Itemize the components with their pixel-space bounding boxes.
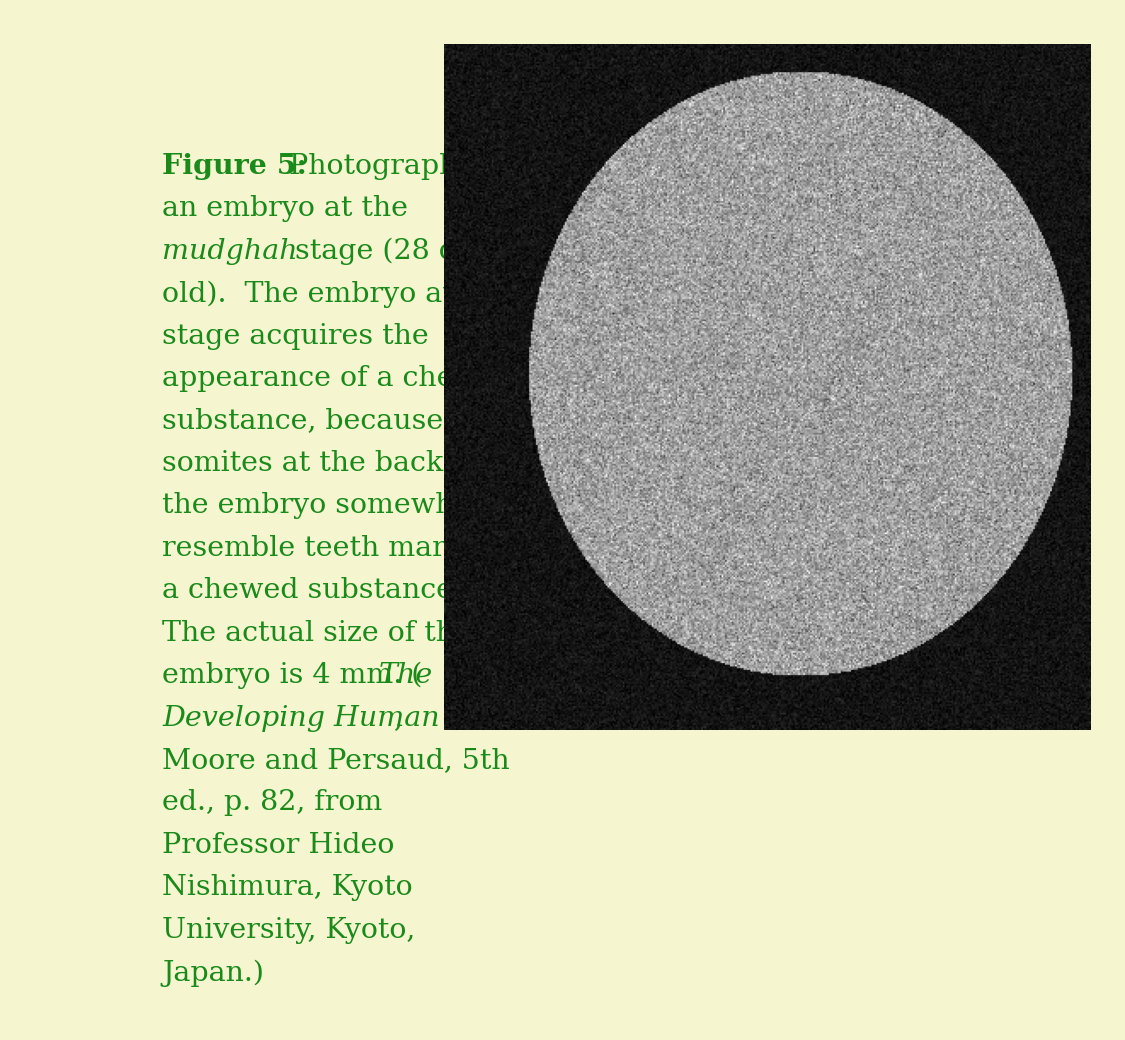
Text: embryo is 4 mm. (: embryo is 4 mm. (: [162, 662, 423, 690]
Text: University, Kyoto,: University, Kyoto,: [162, 917, 415, 943]
Text: ed., p. 82, from: ed., p. 82, from: [162, 789, 382, 816]
Text: Photograph of: Photograph of: [280, 153, 494, 180]
Text: The: The: [379, 662, 433, 690]
Text: Nishimura, Kyoto: Nishimura, Kyoto: [162, 875, 413, 902]
Text: somites at the back of: somites at the back of: [162, 450, 480, 477]
Text: a chewed substance.: a chewed substance.: [162, 577, 462, 604]
Text: the embryo somewhat: the embryo somewhat: [162, 492, 483, 519]
Text: resemble teeth marks in: resemble teeth marks in: [162, 535, 514, 562]
Text: ,: ,: [394, 704, 403, 731]
FancyBboxPatch shape: [485, 158, 987, 687]
Text: an embryo at the: an embryo at the: [162, 196, 408, 223]
Text: stage (28 days: stage (28 days: [286, 238, 505, 265]
Text: Developing Human: Developing Human: [162, 704, 440, 731]
Text: Professor Hideo: Professor Hideo: [162, 832, 395, 859]
FancyBboxPatch shape: [988, 158, 1004, 687]
FancyBboxPatch shape: [988, 607, 1004, 687]
Text: stage acquires the: stage acquires the: [162, 322, 429, 349]
Text: Moore and Persaud, 5th: Moore and Persaud, 5th: [162, 747, 510, 774]
Text: The actual size of the: The actual size of the: [162, 620, 471, 647]
Text: mudghah: mudghah: [162, 238, 298, 265]
Text: substance, because the: substance, because the: [162, 408, 500, 435]
Text: appearance of a chewed: appearance of a chewed: [162, 365, 513, 392]
Text: old).  The embryo at this: old). The embryo at this: [162, 280, 516, 308]
Text: Figure 5:: Figure 5:: [162, 153, 307, 180]
Text: Japan.): Japan.): [162, 959, 264, 987]
